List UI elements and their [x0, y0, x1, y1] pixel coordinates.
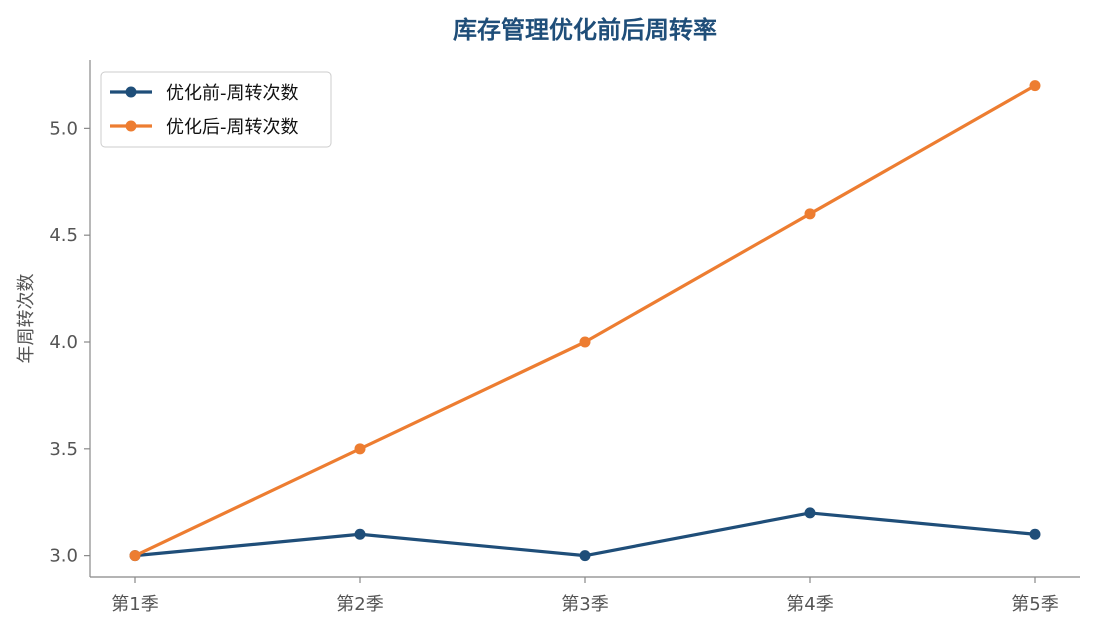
y-axis-label: 年周转次数 [16, 274, 37, 364]
legend-label: 优化前-周转次数 [166, 83, 299, 104]
series-group [129, 80, 1041, 562]
x-tick-label: 第4季 [786, 594, 833, 615]
data-point [804, 507, 816, 519]
y-tick-label: 3.0 [49, 546, 78, 567]
y-tick-label: 5.0 [49, 118, 78, 139]
data-point [354, 528, 366, 540]
data-point [354, 443, 366, 455]
data-point [1029, 528, 1041, 540]
series-line [133, 84, 1037, 558]
data-point [1029, 80, 1041, 92]
legend-label: 优化后-周转次数 [166, 117, 299, 138]
y-tick-label: 4.5 [49, 225, 78, 246]
series-line [133, 511, 1037, 558]
series-2 [129, 80, 1041, 562]
data-point [129, 550, 141, 562]
y-tick-label: 3.5 [49, 439, 78, 460]
x-tick-label: 第5季 [1011, 594, 1058, 615]
legend-marker [125, 86, 137, 98]
data-point [579, 336, 591, 348]
y-tick-label: 4.0 [49, 332, 78, 353]
series-1 [129, 507, 1041, 562]
data-point [804, 208, 816, 220]
y-axis-ticks: 3.0 3.5 4.0 4.5 5.0 [49, 118, 90, 567]
chart-title: 库存管理优化前后周转率 [453, 16, 717, 44]
legend-box [100, 71, 332, 148]
x-tick-label: 第3季 [561, 594, 608, 615]
data-point [579, 550, 591, 562]
legend-marker [125, 120, 137, 132]
x-axis-ticks: 第1季 第2季 第3季 第4季 第5季 [111, 577, 1059, 615]
x-tick-label: 第2季 [336, 594, 383, 615]
x-tick-label: 第1季 [111, 594, 158, 615]
